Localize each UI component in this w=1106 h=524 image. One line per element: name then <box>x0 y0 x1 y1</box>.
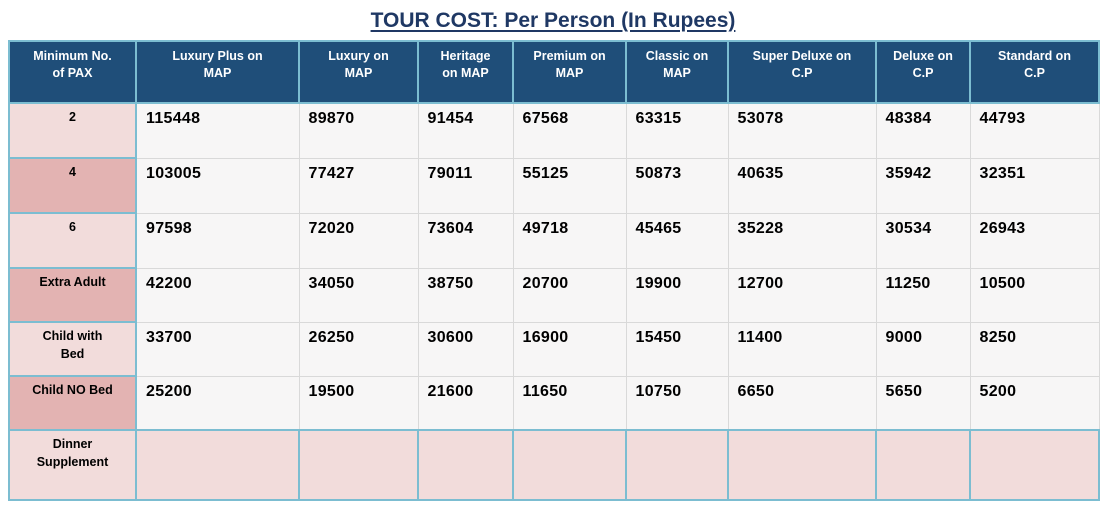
cost-cell: 35942 <box>875 157 971 214</box>
cost-cell: 11650 <box>512 375 627 431</box>
header-row: Minimum No. of PAX Luxury Plus on MAP Luxu… <box>8 40 1100 104</box>
cost-cell: 79011 <box>417 157 514 214</box>
cost-cell: 50873 <box>625 157 729 214</box>
cost-cell <box>875 429 971 501</box>
cost-cell: 15450 <box>625 321 729 377</box>
row-label: 6 <box>8 212 137 269</box>
cost-cell: 33700 <box>135 321 300 377</box>
cost-cell: 26943 <box>969 212 1100 269</box>
table-header: Minimum No. of PAX Luxury Plus on MAP Luxu… <box>8 40 1100 104</box>
cost-cell: 34050 <box>298 267 419 323</box>
cost-cell: 6650 <box>727 375 877 431</box>
column-header-8: Standard on C.P <box>969 40 1100 104</box>
cost-cell: 5200 <box>969 375 1100 431</box>
cost-cell: 53078 <box>727 102 877 159</box>
cost-cell: 97598 <box>135 212 300 269</box>
column-header-7: Deluxe on C.P <box>875 40 971 104</box>
cost-cell <box>625 429 729 501</box>
table-row-0: 2 115448 89870 91454 67568 63315 53078 48384 447… <box>8 102 1100 159</box>
row-label: Child NO Bed <box>8 375 137 431</box>
cost-cell: 115448 <box>135 102 300 159</box>
cost-cell: 8250 <box>969 321 1100 377</box>
cost-cell: 72020 <box>298 212 419 269</box>
cost-cell: 89870 <box>298 102 419 159</box>
cost-cell: 35228 <box>727 212 877 269</box>
cost-cell: 49718 <box>512 212 627 269</box>
cost-cell: 11400 <box>727 321 877 377</box>
cost-cell: 103005 <box>135 157 300 214</box>
table-row-5: Child NO Bed 25200 19500 21600 11650 10750 665… <box>8 375 1100 431</box>
table-row-2: 6 97598 72020 73604 49718 45465 35228 30534 2694… <box>8 212 1100 269</box>
cost-cell: 45465 <box>625 212 729 269</box>
row-label: 4 <box>8 157 137 214</box>
cost-cell: 26250 <box>298 321 419 377</box>
cost-cell: 12700 <box>727 267 877 323</box>
cost-cell: 63315 <box>625 102 729 159</box>
column-header-4: Premium on MAP <box>512 40 627 104</box>
cost-cell: 40635 <box>727 157 877 214</box>
cost-cell: 10750 <box>625 375 729 431</box>
cost-cell: 16900 <box>512 321 627 377</box>
cost-cell: 55125 <box>512 157 627 214</box>
cost-cell <box>417 429 514 501</box>
cost-cell: 25200 <box>135 375 300 431</box>
column-header-1: Luxury Plus on MAP <box>135 40 300 104</box>
tour-cost-table: Minimum No. of PAX Luxury Plus on MAP Luxu… <box>8 40 1100 501</box>
table-row-6: Dinner Supplement <box>8 429 1100 501</box>
row-label: 2 <box>8 102 137 159</box>
cost-cell: 67568 <box>512 102 627 159</box>
cost-cell: 19500 <box>298 375 419 431</box>
column-header-6: Super Deluxe on C.P <box>727 40 877 104</box>
cost-cell: 10500 <box>969 267 1100 323</box>
column-header-2: Luxury on MAP <box>298 40 419 104</box>
cost-cell <box>969 429 1100 501</box>
row-label: Extra Adult <box>8 267 137 323</box>
cost-cell: 73604 <box>417 212 514 269</box>
cost-cell: 32351 <box>969 157 1100 214</box>
row-label: Dinner Supplement <box>8 429 137 501</box>
cost-cell <box>512 429 627 501</box>
cost-cell: 38750 <box>417 267 514 323</box>
cost-cell: 48384 <box>875 102 971 159</box>
cost-cell: 44793 <box>969 102 1100 159</box>
cost-cell: 9000 <box>875 321 971 377</box>
cost-cell <box>298 429 419 501</box>
column-header-0: Minimum No. of PAX <box>8 40 137 104</box>
cost-cell: 20700 <box>512 267 627 323</box>
table-row-1: 4 103005 77427 79011 55125 50873 40635 35942 323… <box>8 157 1100 214</box>
row-label: Child with Bed <box>8 321 137 377</box>
table-row-4: Child with Bed 33700 26250 30600 16900 15450 1… <box>8 321 1100 377</box>
page-title-text: TOUR COST: Per Person (In Rupees) <box>370 9 736 32</box>
column-header-3: Heritage on MAP <box>417 40 514 104</box>
cost-cell <box>135 429 300 501</box>
cost-cell: 21600 <box>417 375 514 431</box>
column-header-5: Classic on MAP <box>625 40 729 104</box>
table-body: 2 115448 89870 91454 67568 63315 53078 48384 447… <box>8 102 1100 501</box>
cost-cell: 77427 <box>298 157 419 214</box>
cost-cell: 19900 <box>625 267 729 323</box>
cost-cell: 30534 <box>875 212 971 269</box>
cost-cell: 42200 <box>135 267 300 323</box>
table-row-3: Extra Adult 42200 34050 38750 20700 19900 1270… <box>8 267 1100 323</box>
cost-cell: 91454 <box>417 102 514 159</box>
cost-cell: 5650 <box>875 375 971 431</box>
cost-cell <box>727 429 877 501</box>
cost-cell: 11250 <box>875 267 971 323</box>
cost-cell: 30600 <box>417 321 514 377</box>
page-title: TOUR COST: Per Person (In Rupees) <box>0 0 1106 33</box>
